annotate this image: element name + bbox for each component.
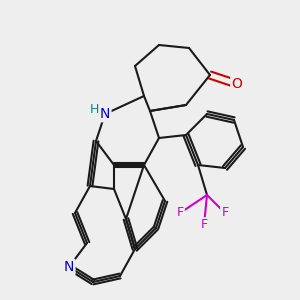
Text: H: H bbox=[90, 103, 99, 116]
Text: F: F bbox=[200, 218, 208, 232]
Text: F: F bbox=[176, 206, 184, 220]
Text: O: O bbox=[232, 77, 242, 91]
Text: N: N bbox=[100, 107, 110, 121]
Text: N: N bbox=[64, 260, 74, 274]
Text: F: F bbox=[221, 206, 229, 220]
